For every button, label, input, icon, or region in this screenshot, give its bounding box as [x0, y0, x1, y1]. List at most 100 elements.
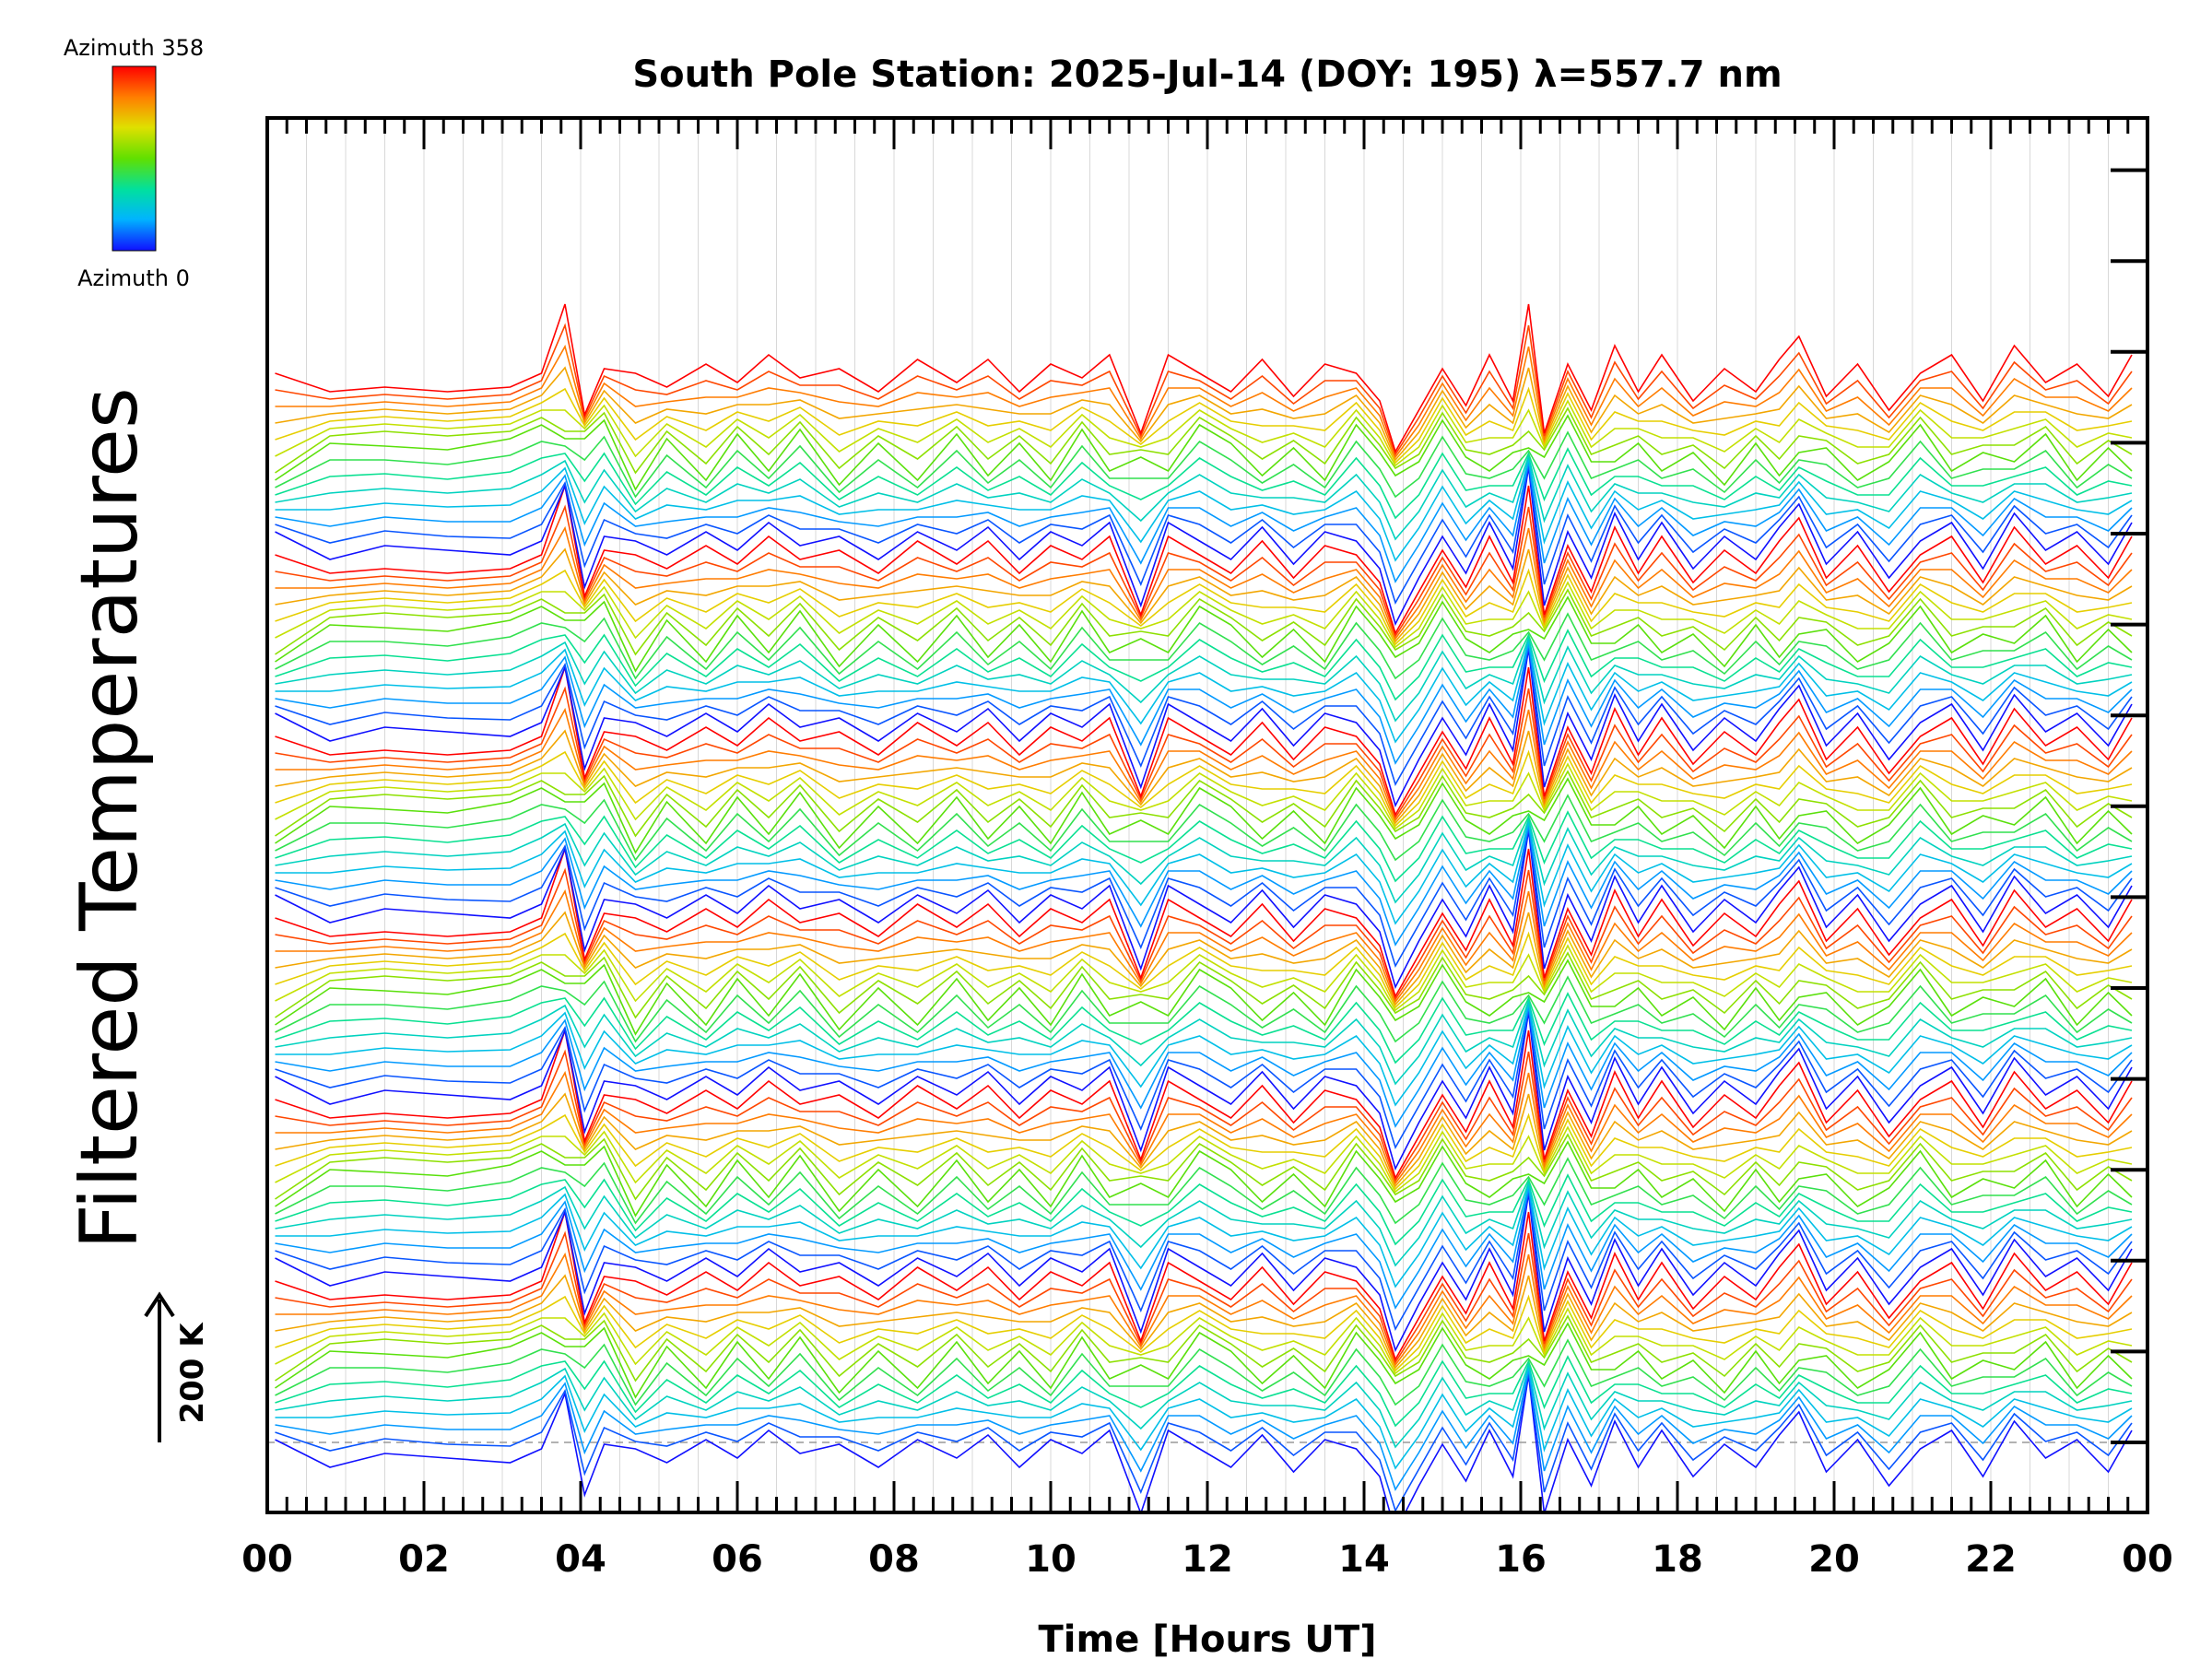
- series-line: [275, 1274, 2133, 1370]
- series-line: [275, 414, 2133, 491]
- series-line: [275, 485, 2133, 636]
- series-line: [275, 461, 2133, 583]
- series-line: [275, 1184, 2133, 1288]
- series-line: [275, 612, 2133, 680]
- series-line: [275, 707, 2133, 822]
- series-line: [275, 323, 2133, 456]
- series-line: [275, 1092, 2133, 1188]
- series-line: [275, 1338, 2133, 1406]
- x-tick-label: 00: [241, 1538, 293, 1581]
- series-line: [275, 1355, 2133, 1428]
- series-line: [275, 867, 2133, 1001]
- series-line: [275, 1322, 2133, 1399]
- chart-title: South Pole Station: 2025-Jul-14 (DOY: 19…: [632, 53, 1782, 96]
- series-line: [275, 931, 2133, 1009]
- colorbar-bottom-label: Azimuth 0: [77, 265, 190, 291]
- series-line: [275, 1211, 2133, 1362]
- series-line: [275, 1070, 2133, 1185]
- series-line: [275, 888, 2133, 1004]
- series-line: [275, 762, 2133, 830]
- x-tick-label: 00: [2122, 1538, 2173, 1581]
- x-tick-label: 14: [1338, 1538, 1390, 1581]
- series-line: [275, 827, 2133, 969]
- x-tick-label: 02: [398, 1538, 450, 1581]
- series-line: [275, 466, 2133, 627]
- series-line: [275, 1190, 2133, 1332]
- series-line: [275, 911, 2133, 1006]
- series-line: [275, 642, 2133, 765]
- series-line: [275, 1369, 2133, 1491]
- series-line: [275, 1173, 2133, 1246]
- x-tick-label: 20: [1808, 1538, 1860, 1581]
- series-line: [275, 595, 2133, 673]
- colorbar-top-label: Azimuth 358: [64, 35, 204, 61]
- x-tick-labels: 00 02 04 06 08 10 12 14 16 18 20 22 00: [241, 1538, 2173, 1581]
- series-line: [275, 525, 2133, 641]
- series-line: [275, 810, 2133, 883]
- series-line: [275, 951, 2133, 1019]
- x-tick-label: 16: [1495, 1538, 1547, 1581]
- scale-bar-arrowhead: [144, 1291, 175, 1318]
- x-axis-label: Time [Hours UT]: [1039, 1618, 1377, 1659]
- series-line: [275, 1030, 2133, 1181]
- x-tick-label: 22: [1965, 1538, 2017, 1581]
- series-line: [275, 1314, 2133, 1382]
- x-tick-label: 12: [1182, 1538, 1233, 1581]
- series-line: [275, 1366, 2133, 1470]
- series-line: [275, 824, 2133, 947]
- series-line: [275, 770, 2133, 838]
- series-line: [275, 386, 2133, 465]
- series-line: [275, 588, 2133, 656]
- series-line: [275, 998, 2133, 1086]
- series-line: [275, 1180, 2133, 1267]
- series-line: [275, 821, 2133, 925]
- series-line: [275, 817, 2133, 904]
- series-line: [275, 1112, 2133, 1191]
- series-line: [275, 729, 2133, 825]
- series-line: [275, 1230, 2133, 1364]
- series-line: [275, 458, 2133, 562]
- series-line: [275, 645, 2133, 787]
- series-line: [275, 547, 2133, 643]
- series-line: [275, 1193, 2133, 1353]
- series-line: [275, 749, 2133, 828]
- series-line: [275, 635, 2133, 723]
- series-line: [275, 1140, 2133, 1218]
- series-line: [275, 581, 2133, 649]
- series-line: [275, 959, 2133, 1036]
- series-line: [275, 975, 2133, 1043]
- series-line: [275, 568, 2133, 646]
- series-line: [275, 1361, 2133, 1449]
- series-line: [275, 1003, 2133, 1107]
- series-line: [275, 1294, 2133, 1372]
- series-line: [275, 848, 2133, 999]
- series-line: [275, 366, 2133, 462]
- series-line: [275, 1157, 2133, 1225]
- tick-layer: [265, 118, 2149, 1512]
- series-line: [275, 629, 2133, 701]
- series-line: [275, 303, 2133, 454]
- series-line: [275, 1011, 2133, 1171]
- series-line: [275, 1252, 2133, 1367]
- series-line: [275, 453, 2133, 541]
- series-line: [275, 430, 2133, 499]
- series-line: [275, 666, 2133, 818]
- series-line: [275, 464, 2133, 606]
- series-line: [275, 686, 2133, 819]
- series-line: [275, 1371, 2133, 1512]
- series-line: [275, 640, 2133, 744]
- series-line: [275, 399, 2133, 467]
- colorbar: [112, 65, 157, 252]
- series-line: [275, 447, 2133, 520]
- series-layer: [275, 303, 2133, 1512]
- series-line: [275, 830, 2133, 990]
- x-tick-label: 10: [1025, 1538, 1077, 1581]
- x-tick-label: 18: [1652, 1538, 1703, 1581]
- series-line: [275, 648, 2133, 808]
- series-line: [275, 944, 2133, 1012]
- series-line: [275, 1008, 2133, 1150]
- series-line: [275, 1049, 2133, 1182]
- series-line: [275, 344, 2133, 459]
- series-line: [275, 777, 2133, 854]
- series-line: [275, 794, 2133, 862]
